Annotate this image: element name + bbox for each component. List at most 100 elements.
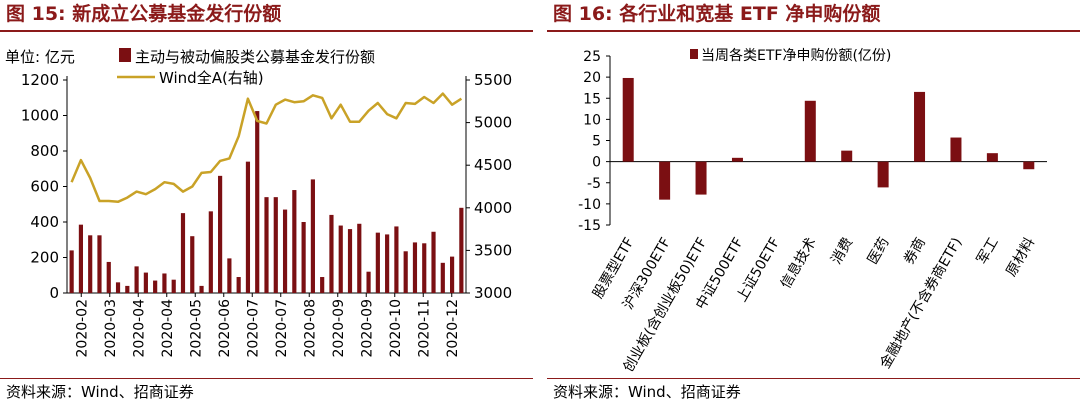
bar	[227, 258, 232, 293]
x-tick-label: 2020-11	[416, 299, 432, 358]
bar	[622, 77, 634, 162]
y-right-tick-label: 5500	[474, 71, 512, 89]
bar	[347, 229, 353, 293]
x-tick-label: 2020-07	[245, 299, 261, 358]
y-tick-label: -15	[578, 218, 601, 234]
x-tick-label: 2020-10	[388, 299, 404, 358]
bar	[394, 226, 399, 293]
fund-issuance-chart: 0 200 400 600 800 1000 1200 3000 3500 4000 4500 500…	[5, 48, 512, 358]
bar	[236, 277, 241, 293]
right-panel: 图 16: 各行业和宽基 ETF 净申购份额 25 20 15 10 5 0 -5 -10 -1…	[547, 0, 1080, 404]
bar	[950, 137, 962, 162]
bar	[301, 222, 306, 293]
figure-16-source: 资料来源：Wind、招商证券	[553, 383, 741, 401]
y-tick-label: 25	[583, 49, 601, 65]
bar	[273, 197, 278, 293]
legend-bar-label: 主动与被动偏股类公募基金发行份额	[135, 48, 375, 66]
bar	[208, 211, 213, 293]
category-label: 券商	[901, 235, 929, 267]
x-tick-label: 2020-08	[302, 299, 318, 358]
y-right-tick-label: 4500	[474, 156, 512, 174]
bar	[106, 261, 111, 293]
category-label: 医药	[865, 235, 893, 267]
x-tick-label: 2020-04	[131, 299, 147, 358]
bar	[162, 273, 167, 293]
bar	[180, 213, 186, 293]
etf-net-subscription-chart: 2520151050-5-10-15股票型ETF沪深300ETF创业板(含创业板…	[578, 48, 1047, 375]
bar	[431, 231, 436, 293]
bar	[841, 150, 853, 162]
bar	[125, 285, 130, 293]
legend-label: 当周各类ETF净申购份额(亿份)	[701, 48, 891, 64]
y-left-tick-label: 1200	[21, 71, 59, 89]
bar	[255, 111, 260, 293]
y-right-tick-label: 4000	[474, 199, 512, 217]
y-right-tick-label: 3000	[474, 284, 512, 302]
bar	[320, 277, 325, 293]
y-tick-label: 15	[583, 91, 601, 107]
bar	[986, 153, 998, 162]
bar	[375, 232, 380, 293]
source-rule	[547, 378, 1080, 379]
bar	[403, 251, 408, 293]
bar	[877, 161, 889, 188]
legend-swatch	[690, 49, 698, 59]
bar	[385, 234, 390, 293]
bar	[804, 100, 816, 162]
title-rule	[0, 30, 533, 32]
y-tick-label: -5	[587, 176, 601, 192]
source-rule	[0, 378, 533, 379]
legend-bar-swatch	[119, 48, 131, 62]
bar	[310, 179, 315, 293]
bar	[440, 262, 445, 293]
x-tick-label: 2020-09	[331, 299, 347, 358]
y-right-tick-label: 3500	[474, 241, 512, 259]
bar	[329, 214, 334, 293]
y-tick-label: 5	[592, 134, 601, 150]
y-tick-label: 0	[592, 155, 601, 171]
bar	[412, 242, 418, 293]
y-tick-label: 20	[583, 70, 601, 86]
category-label: 消费	[828, 235, 856, 267]
x-tick-label: 2020-03	[103, 299, 119, 358]
bar	[69, 250, 74, 293]
x-tick-label: 2020-12	[445, 299, 461, 358]
x-tick-label: 2020-07	[274, 299, 290, 358]
category-label: 军工	[974, 235, 1002, 267]
title-rule	[547, 30, 1080, 32]
figure-15-title: 图 15: 新成立公募基金发行份额	[6, 3, 282, 25]
bar	[731, 157, 743, 162]
y-tick-label: 10	[583, 112, 601, 128]
y-tick-label: -10	[578, 197, 601, 213]
bar	[134, 266, 139, 293]
x-tick-label: 2020-06	[217, 299, 233, 358]
figure-15-source: 资料来源：Wind、招商证券	[6, 383, 194, 401]
y-left-tick-label: 800	[30, 142, 59, 160]
bar	[88, 235, 93, 293]
bar	[218, 175, 223, 293]
bar	[143, 272, 148, 293]
bar	[97, 235, 102, 293]
bar	[366, 271, 371, 293]
bar	[171, 279, 176, 293]
y-left-tick-label: 200	[30, 249, 59, 267]
bar	[459, 207, 464, 293]
bar	[357, 223, 362, 293]
category-label: 信息技术	[777, 235, 820, 292]
bar	[115, 282, 121, 293]
bar	[422, 243, 427, 293]
bar	[78, 224, 84, 293]
bar	[659, 161, 671, 200]
bar	[695, 161, 707, 195]
figure-16-title: 图 16: 各行业和宽基 ETF 净申购份额	[553, 3, 881, 25]
bar	[199, 285, 204, 293]
bar	[282, 209, 288, 293]
y-left-tick-label: 400	[30, 213, 59, 231]
bar	[245, 161, 251, 293]
legend-line-label: Wind全A(右轴)	[159, 69, 264, 87]
bar	[190, 236, 195, 293]
x-tick-label: 2020-02	[74, 299, 90, 358]
y-right-tick-label: 5000	[474, 114, 512, 132]
x-tick-label: 2020-04	[160, 299, 176, 358]
bar	[264, 197, 269, 293]
